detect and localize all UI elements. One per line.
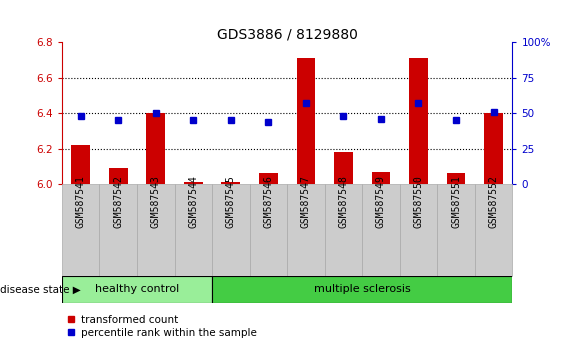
Text: GSM587543: GSM587543 — [151, 175, 161, 228]
Text: GSM587544: GSM587544 — [188, 175, 198, 228]
Bar — [137, 184, 175, 276]
Bar — [446, 173, 466, 184]
Bar — [62, 276, 212, 303]
Bar — [212, 276, 512, 303]
Text: multiple sclerosis: multiple sclerosis — [314, 284, 410, 295]
Bar — [100, 184, 137, 276]
Text: GSM587546: GSM587546 — [263, 175, 274, 228]
Bar — [249, 184, 287, 276]
Bar — [287, 184, 325, 276]
Text: GSM587547: GSM587547 — [301, 175, 311, 228]
Text: GSM587550: GSM587550 — [413, 175, 423, 228]
Bar — [334, 152, 353, 184]
Text: GSM587545: GSM587545 — [226, 175, 236, 228]
Bar — [437, 184, 475, 276]
Bar — [175, 184, 212, 276]
Bar — [72, 145, 90, 184]
Text: GSM587541: GSM587541 — [75, 175, 86, 228]
Text: GSM587551: GSM587551 — [451, 175, 461, 228]
Text: GSM587549: GSM587549 — [376, 175, 386, 228]
Title: GDS3886 / 8129880: GDS3886 / 8129880 — [217, 27, 358, 41]
Bar — [325, 184, 362, 276]
Text: GSM587542: GSM587542 — [113, 175, 123, 228]
Bar — [212, 184, 249, 276]
Text: disease state ▶: disease state ▶ — [0, 284, 81, 295]
Bar — [184, 182, 203, 184]
Bar — [259, 173, 278, 184]
Text: GSM587548: GSM587548 — [338, 175, 348, 228]
Text: healthy control: healthy control — [95, 284, 179, 295]
Bar — [400, 184, 437, 276]
Bar — [484, 113, 503, 184]
Bar — [297, 58, 315, 184]
Bar — [362, 184, 400, 276]
Legend: transformed count, percentile rank within the sample: transformed count, percentile rank withi… — [67, 315, 257, 338]
Bar — [62, 184, 100, 276]
Bar — [109, 168, 128, 184]
Bar — [221, 182, 240, 184]
Bar — [372, 172, 390, 184]
Bar — [146, 113, 165, 184]
Bar — [475, 184, 512, 276]
Text: GSM587552: GSM587552 — [489, 175, 499, 228]
Bar — [409, 58, 428, 184]
